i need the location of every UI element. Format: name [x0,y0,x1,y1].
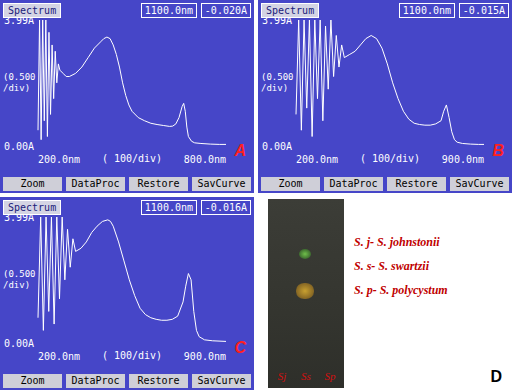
svg-text:900.0nm: 900.0nm [184,351,226,362]
svg-text:3.99A: 3.99A [3,14,34,26]
svg-text:200.0nm: 200.0nm [296,154,338,165]
html-text:D: D [490,368,502,385]
html-text:( 100/div): ( 100/div) [101,153,163,164]
svg-text:800.0nm: 800.0nm [184,154,226,165]
html-text:( 100/div): ( 100/div) [359,153,421,164]
html-text:SavCurve: SavCurve [197,375,246,386]
html-text:DataProc: DataProc [71,178,120,189]
html-text:C: C [234,339,246,356]
html-text:1100.0nm: 1100.0nm [144,202,193,213]
html-text:-0.020A: -0.020A [204,5,247,16]
html-text:S. p- S. polycystum: S. p- S. polycystum [354,283,448,297]
svg-text:0.00A: 0.00A [4,338,34,349]
svg-text:200.0nm: 200.0nm [38,351,80,362]
html-text:Restore: Restore [395,178,438,189]
html-text:Ss: Ss [301,370,311,382]
html-text:SavCurve: SavCurve [197,178,246,189]
html-text:(0.500 /div): (0.500 /div) [3,72,36,93]
html-text:Spectrum: Spectrum [8,5,57,16]
html-text:DataProc: DataProc [71,375,120,386]
html-text:1100.0nm: 1100.0nm [144,5,193,16]
html-text:SavCurve: SavCurve [455,178,504,189]
svg-text:0.00A: 0.00A [4,141,34,152]
html-text:Zoom: Zoom [20,375,45,386]
svg-text:3.99A: 3.99A [3,211,34,223]
html-text:-0.016A: -0.016A [204,202,247,213]
html-text:Zoom: Zoom [20,178,45,189]
html-text:( 100/div): ( 100/div) [101,350,163,361]
html-text:DataProc: DataProc [329,178,378,189]
html-text:1100.0nm: 1100.0nm [402,5,451,16]
html-text:S. s- S. swartzii: S. s- S. swartzii [354,259,429,273]
svg-text:3.99A: 3.99A [261,14,292,26]
html-text:A: A [234,142,246,159]
svg-text:0.00A: 0.00A [262,141,292,152]
html-text:-0.015A: -0.015A [462,5,505,16]
html-text:Sj: Sj [277,370,287,382]
html-text:Zoom: Zoom [278,178,303,189]
html-text:Spectrum: Spectrum [8,202,57,213]
svg-text:900.0nm: 900.0nm [442,154,484,165]
svg-text:200.0nm: 200.0nm [38,154,80,165]
html-text:(0.500 /div): (0.500 /div) [261,72,294,93]
html-text:Restore: Restore [137,178,180,189]
html-text:Sp: Sp [324,370,336,382]
html-text:Spectrum: Spectrum [266,5,315,16]
html-text:B: B [492,142,504,159]
html-text:S. j- S. johnstonii: S. j- S. johnstonii [354,235,440,249]
html-text:Restore: Restore [137,375,180,386]
html-text:(0.500 /div): (0.500 /div) [3,269,36,290]
